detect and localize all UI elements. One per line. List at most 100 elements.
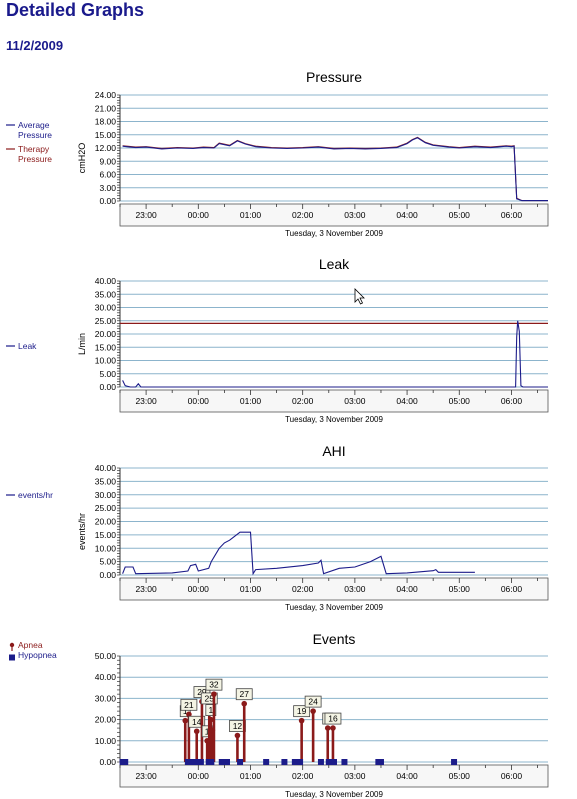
y-tick-label: 15.00: [95, 342, 117, 352]
series-line-leak: [122, 320, 548, 388]
y-tick-label: 24.00: [95, 90, 117, 100]
y-tick-label: 35.00: [95, 289, 117, 299]
apnea-marker: [330, 725, 336, 731]
apnea-marker: [310, 708, 316, 714]
event-label-box: [188, 715, 206, 728]
x-axis-band: [119, 577, 549, 601]
hypopnea-marker: [237, 759, 244, 765]
y-tick-label: 12.00: [95, 143, 117, 153]
x-tick-label: 04:00: [396, 396, 418, 406]
event-label: 1: [208, 705, 213, 715]
event-label-box: [235, 688, 253, 701]
hypopnea-marker: [122, 759, 129, 765]
hypopnea-marker: [281, 759, 288, 765]
y-tick-label: 25.00: [95, 503, 117, 513]
hypopnea-marker: [197, 759, 204, 765]
event-label-box: [200, 692, 218, 705]
x-tick-label: 02:00: [292, 771, 314, 781]
event-label: 1: [183, 706, 188, 716]
y-axis-label: cmH2O: [77, 143, 87, 174]
apnea-marker: [182, 717, 189, 724]
y-tick-label: 50.00: [95, 651, 117, 661]
y-tick-label: 15.00: [95, 130, 117, 140]
legend-label: Average Pressure: [18, 120, 52, 140]
report-date: 11/2/2009: [6, 38, 64, 53]
y-tick-label: 20.00: [95, 517, 117, 527]
chart-title: Leak: [319, 256, 350, 272]
x-axis-label: Tuesday, 3 November 2009: [285, 790, 383, 799]
x-tick-label: 05:00: [449, 210, 471, 220]
y-tick-label: 20.00: [95, 715, 117, 725]
event-label: 12: [233, 721, 243, 731]
event-label: 25: [205, 693, 215, 703]
x-tick-label: 04:00: [396, 771, 418, 781]
x-tick-label: 00:00: [188, 210, 210, 220]
event-label: 16: [328, 714, 338, 724]
y-tick-label: 0.00: [99, 382, 116, 392]
chart-events: Events 0.00 10.00 20.00 30.00 40.00 50.00 23:00…: [9, 631, 549, 799]
event-label-box: [205, 704, 217, 716]
hypopnea-marker: [184, 759, 191, 765]
event-label: 19: [297, 706, 307, 716]
event-label-box: [324, 712, 342, 725]
chart-ahi: AHI 0.00 5.00 10.00 15.00 20.00 25.00 30.00 35.0…: [6, 443, 549, 612]
event-label-box: [205, 678, 223, 691]
x-tick-label: 00:00: [188, 396, 210, 406]
y-tick-label: 0.00: [99, 757, 116, 767]
legend-label: Therapy Pressure: [18, 144, 52, 164]
page-title: Detailed Graphs: [6, 0, 145, 20]
x-tick-label: 06:00: [501, 210, 523, 220]
x-tick-label: 06:00: [501, 771, 523, 781]
hypopnea-marker: [377, 759, 384, 765]
x-tick-label: 03:00: [344, 584, 366, 594]
chart-title: Events: [313, 631, 356, 647]
x-tick-label: 06:00: [501, 584, 523, 594]
hypopnea-marker: [218, 759, 225, 765]
x-tick-label: 03:00: [344, 210, 366, 220]
event-label: 1: [205, 726, 210, 736]
y-tick-label: 25.00: [95, 316, 117, 326]
x-tick-label: 06:00: [501, 396, 523, 406]
chart-leak: Leak 0.00 5.00 10.00 15.00 20.00 25.00 30.00 35.…: [6, 256, 549, 424]
x-tick-label: 00:00: [188, 584, 210, 594]
chart-pressure: Pressure 0.00 3.00 6.00 9.00 12.00 15.00 18.00 2…: [6, 69, 549, 238]
event-label-box: [293, 705, 311, 718]
y-tick-label: 10.00: [95, 543, 117, 553]
x-tick-label: 01:00: [240, 771, 262, 781]
hypopnea-marker: [291, 759, 298, 765]
event-label-box: [180, 698, 198, 711]
y-tick-label: 20.00: [95, 329, 117, 339]
hypopnea-marker: [317, 759, 324, 765]
y-tick-label: 35.00: [95, 476, 117, 486]
hypopnea-marker: [224, 759, 230, 765]
event-label: 32: [209, 680, 219, 690]
x-tick-label: 01:00: [240, 584, 262, 594]
x-tick-label: 02:00: [292, 210, 314, 220]
y-tick-label: 15.00: [95, 530, 117, 540]
x-tick-label: 23:00: [135, 771, 157, 781]
x-tick-label: 04:00: [396, 210, 418, 220]
x-tick-label: 05:00: [449, 584, 471, 594]
hypopnea-marker: [190, 759, 197, 765]
apnea-marker: [324, 725, 331, 731]
apnea-marker: [211, 691, 217, 697]
y-tick-label: 40.00: [95, 276, 117, 286]
y-tick-label: 30.00: [95, 490, 117, 500]
y-tick-label: 21.00: [95, 103, 117, 113]
chart-title: Pressure: [306, 69, 362, 85]
legend-label: Leak: [18, 341, 37, 351]
x-axis-band: [119, 203, 549, 227]
y-tick-label: 6.00: [99, 170, 116, 180]
event-label: 24: [308, 697, 318, 707]
y-tick-label: 18.00: [95, 117, 117, 127]
legend-label: Hypopnea: [18, 650, 57, 660]
x-tick-label: 01:00: [240, 210, 262, 220]
legend-swatch: [9, 654, 15, 661]
x-tick-label: 23:00: [135, 584, 157, 594]
x-tick-label: 02:00: [292, 396, 314, 406]
y-tick-label: 30.00: [95, 303, 117, 313]
event-label: 29: [197, 687, 207, 697]
x-tick-label: 02:00: [292, 584, 314, 594]
apnea-marker: [193, 728, 200, 735]
series-line-events-hr: [122, 531, 475, 576]
